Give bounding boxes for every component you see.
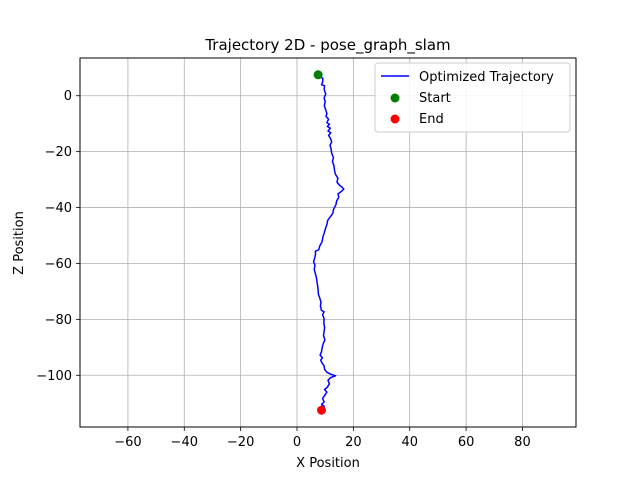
- y-tick-label: −100: [36, 369, 72, 384]
- start-marker: [313, 70, 323, 80]
- y-axis-label: Z Position: [12, 211, 27, 275]
- y-tick-label: −80: [45, 313, 72, 328]
- plot-area: [312, 70, 345, 415]
- y-tick-label: −20: [45, 145, 72, 160]
- trajectory-line: [312, 74, 345, 411]
- x-axis-label: X Position: [296, 456, 360, 471]
- x-tick-label: 80: [514, 435, 531, 450]
- x-tick-label: 60: [458, 435, 475, 450]
- legend: Optimized Trajectory Start End: [374, 62, 571, 133]
- end-marker: [317, 405, 327, 415]
- x-axis-ticks: −60 −40 −20 0 20 40 60 80: [114, 427, 531, 450]
- y-tick-label: −40: [45, 201, 72, 216]
- x-tick-label: −40: [171, 435, 198, 450]
- x-tick-label: −60: [114, 435, 141, 450]
- legend-marker-start: [390, 93, 400, 103]
- legend-marker-end: [390, 114, 400, 124]
- x-tick-label: −20: [227, 435, 254, 450]
- legend-box: [374, 62, 571, 133]
- chart-title: Trajectory 2D - pose_graph_slam: [204, 36, 450, 55]
- x-tick-label: 20: [345, 435, 362, 450]
- x-tick-label: 0: [293, 435, 301, 450]
- legend-label-start: Start: [419, 91, 451, 106]
- legend-label-optimized-trajectory: Optimized Trajectory: [419, 70, 554, 85]
- x-tick-label: 40: [401, 435, 418, 450]
- y-tick-label: 0: [64, 89, 72, 104]
- y-axis-ticks: 0 −20 −40 −60 −80 −100: [36, 89, 80, 384]
- legend-label-end: End: [419, 112, 444, 127]
- plot-frame: [79, 57, 577, 428]
- y-tick-label: −60: [45, 257, 72, 272]
